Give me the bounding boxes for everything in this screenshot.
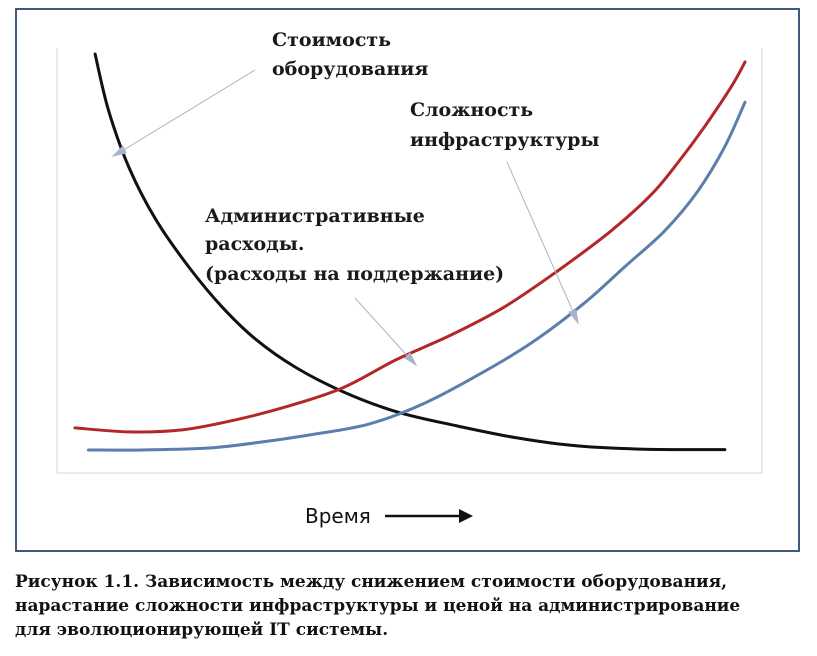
annotation-admin-costs-line1: Административные <box>205 205 425 227</box>
series-line-infra-complexity <box>86 100 747 452</box>
arrow-infra-complexity <box>506 161 576 317</box>
annotation-hardware-cost: Стоимость оборудования <box>272 29 428 80</box>
x-axis-arrowhead <box>459 509 473 523</box>
annotation-admin-costs: Административные расходы. (расходы на по… <box>205 205 504 285</box>
arrowhead-infra-complexity <box>568 309 579 325</box>
annotation-infra-complexity: Сложность инфраструктуры <box>410 99 600 151</box>
arrow-hardware-cost <box>116 69 256 155</box>
arrowhead-hardware-cost <box>111 145 127 157</box>
x-axis-label: Время <box>305 504 371 528</box>
chart: Стоимость оборудования Сложность инфраст… <box>56 29 763 528</box>
annotation-arrows <box>111 69 579 367</box>
series-line-hardware-cost <box>93 52 727 452</box>
figure-caption: Рисунок 1.1. Зависимость между снижением… <box>15 572 741 640</box>
chart-frame: Стоимость оборудования Сложность инфраст… <box>15 8 800 552</box>
series-line-admin-costs <box>73 60 747 434</box>
annotation-infra-complexity-line2: инфраструктуры <box>410 129 600 151</box>
annotation-admin-costs-line3: (расходы на поддержание) <box>205 263 504 285</box>
annotation-admin-costs-line2: расходы. <box>205 233 305 255</box>
annotation-hardware-cost-line1: Стоимость <box>272 29 391 51</box>
annotation-infra-complexity-line1: Сложность <box>410 99 533 121</box>
annotation-hardware-cost-line2: оборудования <box>272 58 428 80</box>
series-layer <box>73 52 747 452</box>
plot-area-border <box>56 48 763 474</box>
arrowhead-admin-costs <box>404 352 418 367</box>
arrow-admin-costs <box>354 297 412 361</box>
